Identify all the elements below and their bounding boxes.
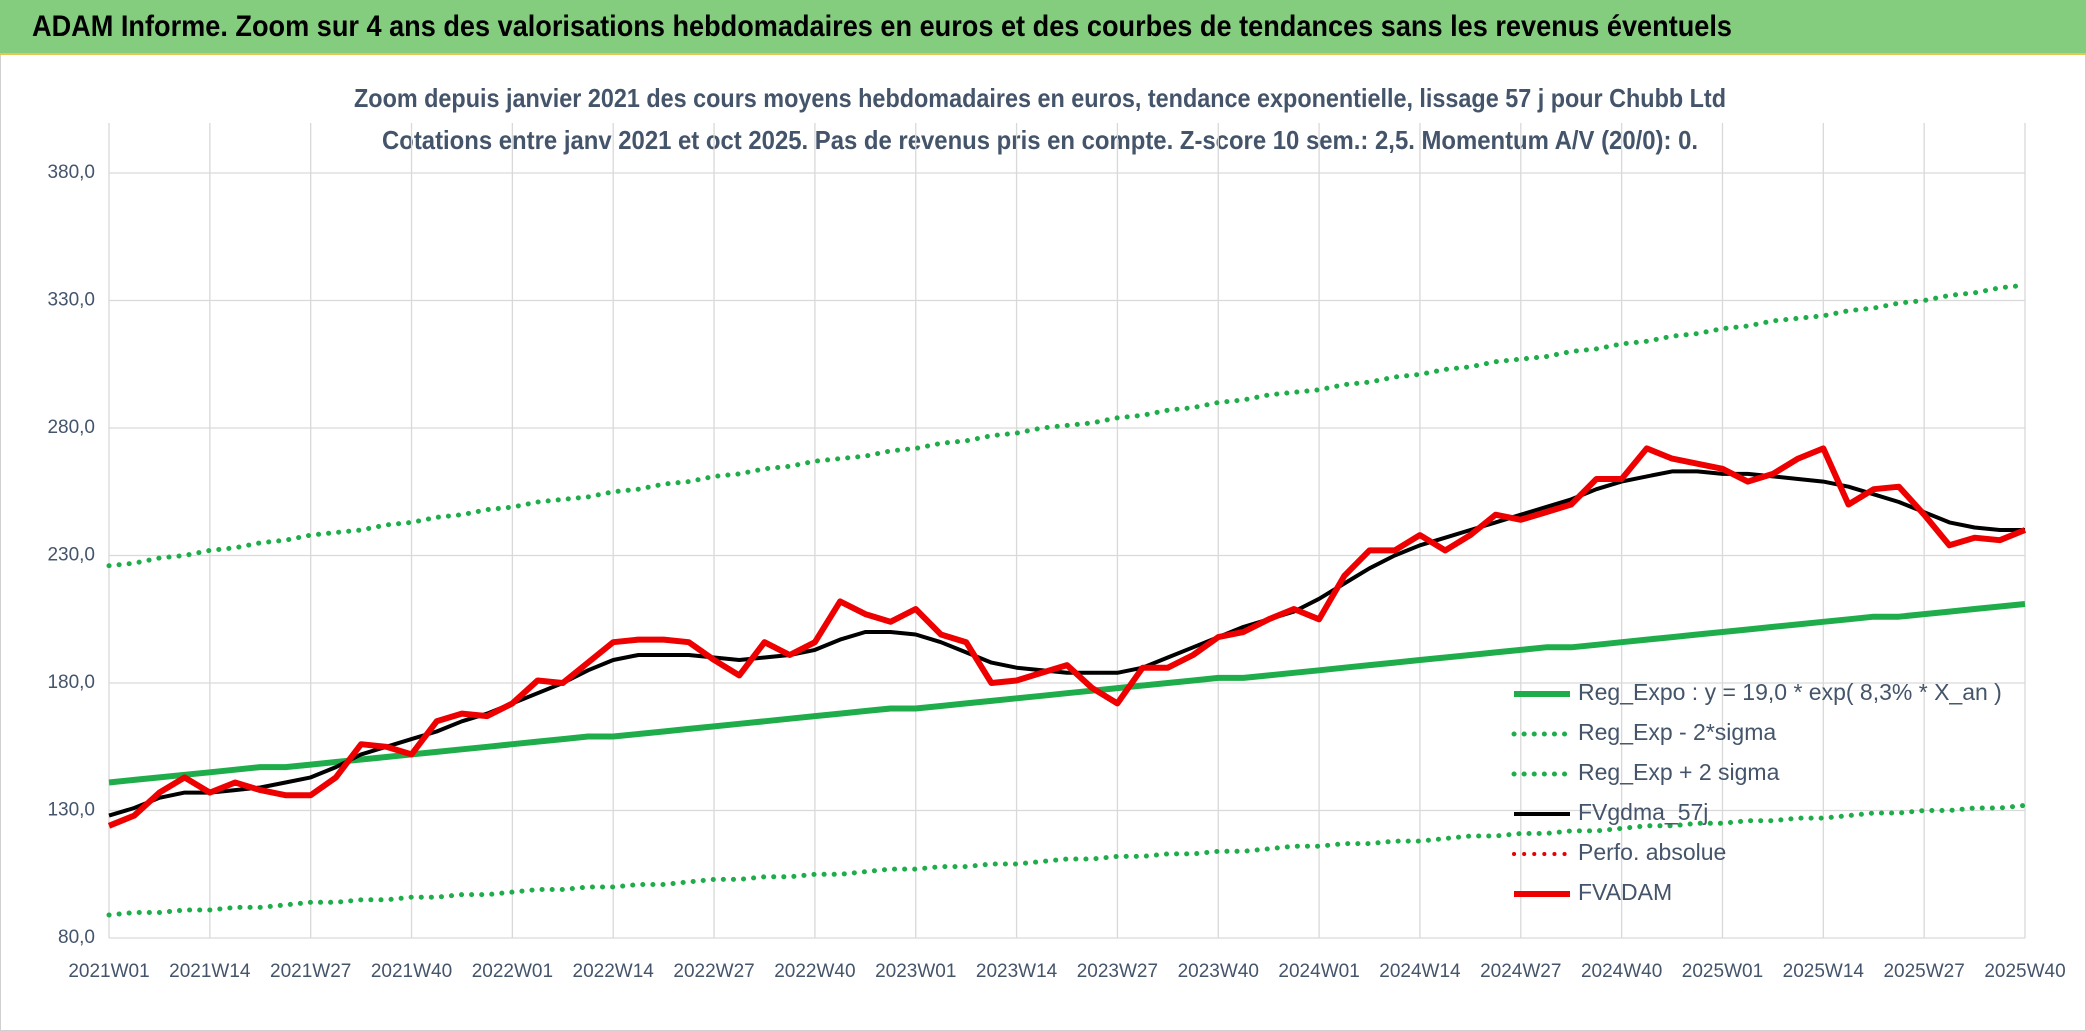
series-line bbox=[106, 282, 2028, 569]
x-tick-label: 2022W40 bbox=[774, 961, 855, 982]
legend-label: Reg_Exp + 2 sigma bbox=[1578, 759, 1780, 785]
x-tick-label: 2025W14 bbox=[1783, 961, 1865, 982]
x-tick-label: 2022W27 bbox=[673, 961, 754, 982]
x-tick-label: 2021W27 bbox=[270, 961, 351, 982]
y-tick-label: 180,0 bbox=[47, 672, 95, 693]
x-tick-label: 2025W01 bbox=[1682, 961, 1763, 982]
x-tick-label: 2025W40 bbox=[1984, 961, 2065, 982]
series-line bbox=[106, 802, 2028, 918]
x-tick-label: 2021W14 bbox=[169, 961, 251, 982]
y-tick-label: 280,0 bbox=[47, 417, 95, 438]
legend-label: FVgdma_57j bbox=[1578, 799, 1708, 825]
x-tick-label: 2024W01 bbox=[1278, 961, 1359, 982]
chart-subtitle: Cotations entre janv 2021 et oct 2025. P… bbox=[382, 125, 1698, 155]
banner bbox=[0, 0, 2086, 54]
x-tick-label: 2025W27 bbox=[1883, 961, 1964, 982]
y-tick-label: 80,0 bbox=[58, 927, 95, 948]
legend-label: Reg_Exp - 2*sigma bbox=[1578, 719, 1776, 745]
y-tick-label: 330,0 bbox=[47, 290, 95, 311]
x-tick-label: 2023W14 bbox=[976, 961, 1058, 982]
series-line bbox=[108, 601, 2026, 786]
y-tick-label: 130,0 bbox=[47, 800, 95, 821]
series-line bbox=[107, 445, 2027, 829]
x-tick-label: 2023W27 bbox=[1077, 961, 1158, 982]
x-tick-label: 2024W40 bbox=[1581, 961, 1662, 982]
legend-label: FVADAM bbox=[1578, 879, 1672, 905]
x-tick-label: 2021W01 bbox=[68, 961, 149, 982]
x-tick-label: 2022W14 bbox=[573, 961, 655, 982]
x-tick-label: 2024W27 bbox=[1480, 961, 1561, 982]
x-tick-label: 2023W40 bbox=[1178, 961, 1259, 982]
x-tick-label: 2021W40 bbox=[371, 961, 452, 982]
y-tick-label: 380,0 bbox=[47, 162, 95, 183]
x-tick-label: 2023W01 bbox=[875, 961, 956, 982]
chart-subtitle: Zoom depuis janvier 2021 des cours moyen… bbox=[354, 83, 1726, 113]
legend-label: Reg_Expo : y = 19,0 * exp( 8,3% * X_an ) bbox=[1578, 679, 2002, 705]
y-tick-label: 230,0 bbox=[47, 545, 95, 566]
legend-box bbox=[1506, 674, 2011, 914]
chart-title: ADAM Informe. Zoom sur 4 ans des valoris… bbox=[32, 10, 1732, 43]
legend-label: Perfo. absolue bbox=[1578, 839, 1726, 865]
x-tick-label: 2024W14 bbox=[1379, 961, 1461, 982]
x-tick-label: 2022W01 bbox=[472, 961, 553, 982]
